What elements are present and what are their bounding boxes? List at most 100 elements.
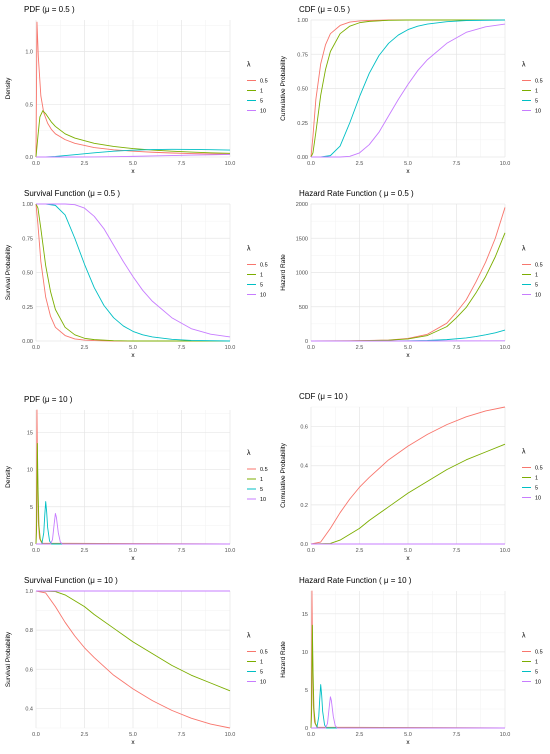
- chart-panel-7: 0.0 2.5 5.0 7.5 10.0 0.4 0.6 0.8 1.0 Survival Fun…: [5, 576, 268, 746]
- x-tick-label: 2.5: [356, 548, 364, 554]
- y-axis-label: Density: [5, 77, 12, 99]
- legend-label: 10: [260, 497, 266, 503]
- x-tick-label: 7.5: [178, 732, 186, 738]
- legend-label: 0.5: [535, 79, 543, 85]
- legend-label: 10: [260, 109, 266, 115]
- legend-label: 0.5: [535, 650, 543, 656]
- series-line-0.5: [310, 406, 506, 545]
- y-tick-label: 0.6: [25, 667, 33, 673]
- y-tick-label: 0.75: [297, 52, 308, 58]
- chart-panel-1: 0.0 2.5 5.0 7.5 10.0 0.0 0.5 1.0 PDF (μ = 0.5 ) x…: [5, 5, 268, 175]
- x-tick-label: 10.0: [500, 548, 511, 554]
- x-tick-label: 5.0: [129, 548, 137, 554]
- x-tick-label: 2.5: [81, 345, 89, 351]
- x-tick-label: 10.0: [500, 732, 511, 738]
- y-tick-label: 0.0: [300, 542, 308, 548]
- legend: λ 0.5 1 5 10: [522, 246, 543, 299]
- series-line-1: [310, 19, 505, 158]
- y-tick-label: 0.4: [300, 464, 308, 470]
- legend-label: 0.5: [260, 79, 268, 85]
- y-tick-label: 10: [302, 650, 308, 656]
- x-tick-label: 5.0: [129, 732, 137, 738]
- x-tick-label: 2.5: [81, 732, 89, 738]
- legend: λ 0.5 1 5 10: [522, 62, 543, 115]
- legend-title: λ: [522, 246, 526, 253]
- x-tick-label: 0.0: [307, 732, 315, 738]
- y-tick-label: 0.00: [22, 339, 33, 345]
- legend-label: 0.5: [535, 466, 543, 472]
- x-axis-label: x: [131, 739, 135, 746]
- legend: λ 0.5 1 5 10: [247, 246, 268, 299]
- y-tick-label: 500: [299, 305, 308, 311]
- legend-title: λ: [522, 633, 526, 640]
- legend-label: 5: [260, 99, 263, 105]
- x-tick-label: 10.0: [225, 548, 236, 554]
- x-tick-label: 0.0: [32, 548, 40, 554]
- legend-label: 10: [260, 680, 266, 686]
- chart-title: CDF (μ = 10 ): [299, 392, 348, 401]
- y-tick-label: 0.6: [300, 425, 308, 431]
- x-tick-label: 7.5: [453, 548, 461, 554]
- x-tick-label: 0.0: [32, 345, 40, 351]
- y-tick-label: 0.2: [300, 503, 308, 509]
- x-axis-label: x: [406, 739, 410, 746]
- legend-label: 0.5: [260, 467, 268, 473]
- series-line-10: [36, 154, 231, 158]
- y-axis-label: Hazard Rate: [280, 254, 287, 291]
- legend-label: 1: [535, 660, 538, 666]
- chart-panel-6: 0.0 2.5 5.0 7.5 10.0 0.0 0.2 0.4 0.6 CDF (μ = 10 …: [280, 392, 543, 562]
- x-tick-label: 7.5: [453, 345, 461, 351]
- series-line-10: [36, 513, 230, 545]
- x-axis-label: x: [406, 168, 410, 175]
- legend-label: 5: [535, 99, 538, 105]
- y-tick-label: 5: [30, 505, 33, 511]
- y-axis-label: Survival Probability: [5, 244, 12, 300]
- x-tick-label: 2.5: [356, 732, 364, 738]
- legend-label: 1: [260, 273, 263, 279]
- legend-label: 1: [535, 273, 538, 279]
- legend-label: 10: [535, 496, 541, 502]
- y-tick-label: 1.0: [25, 589, 33, 595]
- y-tick-label: 0: [305, 339, 308, 345]
- chart-title: Hazard Rate Function ( μ = 0.5 ): [299, 189, 414, 198]
- y-tick-label: 2000: [296, 202, 308, 208]
- x-tick-label: 10.0: [225, 161, 236, 167]
- chart-title: CDF (μ = 0.5 ): [299, 5, 350, 14]
- series-line-5: [311, 19, 506, 158]
- x-tick-label: 10.0: [500, 161, 511, 167]
- x-tick-label: 5.0: [129, 345, 137, 351]
- y-tick-label: 0.00: [297, 155, 308, 161]
- x-tick-label: 5.0: [129, 161, 137, 167]
- legend-label: 5: [535, 283, 538, 289]
- x-tick-label: 7.5: [453, 161, 461, 167]
- legend-label: 5: [260, 670, 263, 676]
- series-line-1: [310, 443, 506, 545]
- x-tick-label: 10.0: [500, 345, 511, 351]
- legend-label: 10: [260, 293, 266, 299]
- y-tick-label: 10: [27, 468, 33, 474]
- x-tick-label: 0.0: [307, 161, 315, 167]
- legend-title: λ: [247, 633, 251, 640]
- series-line-10: [311, 696, 505, 729]
- y-tick-label: 0.50: [22, 271, 33, 277]
- y-tick-label: 0.4: [25, 706, 33, 712]
- series-line-5: [311, 684, 505, 729]
- chart-title: Hazard Rate Function ( μ = 10 ): [299, 576, 412, 585]
- legend-label: 1: [260, 89, 263, 95]
- chart-panel-4: 0.0 2.5 5.0 7.5 10.0 0 500 1000 1500 2000 Hazard R…: [280, 189, 543, 359]
- x-axis-label: x: [131, 168, 135, 175]
- chart-panel-3: 0.0 2.5 5.0 7.5 10.0 0.00 0.25 0.50 0.75 1.00 Surv…: [5, 189, 268, 359]
- legend-label: 1: [260, 477, 263, 483]
- y-axis-label: Cumulative Probability: [280, 55, 287, 120]
- x-tick-label: 5.0: [404, 161, 412, 167]
- y-tick-label: 1.0: [25, 50, 33, 56]
- x-tick-label: 2.5: [356, 161, 364, 167]
- chart-title: PDF (μ = 10 ): [24, 395, 73, 404]
- series-line-1: [310, 232, 506, 342]
- chart-title: Survival Function (μ = 10 ): [24, 576, 118, 585]
- legend-title: λ: [522, 449, 526, 456]
- x-tick-label: 5.0: [404, 345, 412, 351]
- y-tick-label: 1500: [296, 236, 308, 242]
